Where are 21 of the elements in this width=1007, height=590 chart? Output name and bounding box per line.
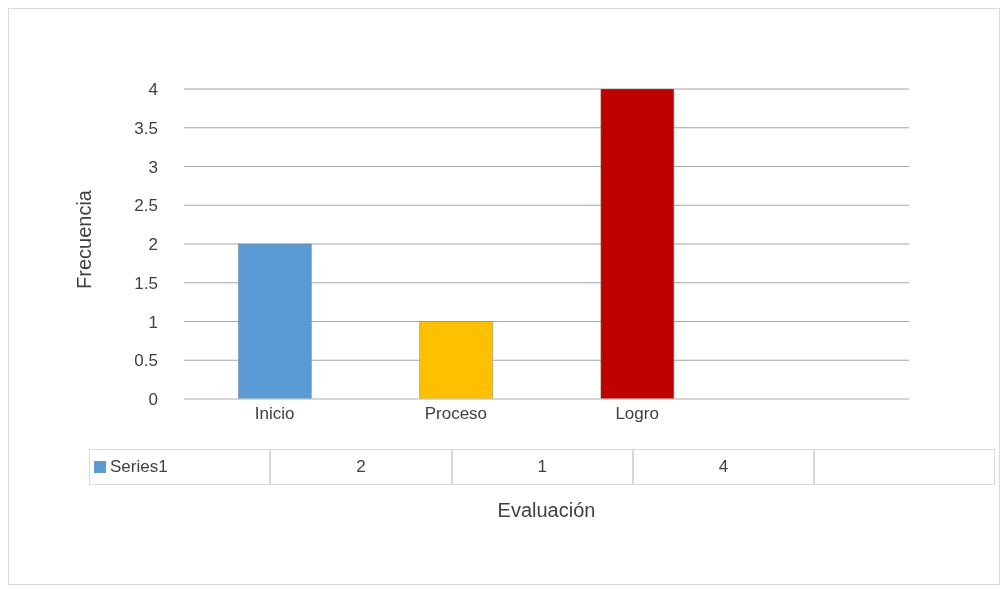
bar xyxy=(419,321,493,399)
bar xyxy=(238,243,312,399)
y-axis-title: Frecuencia xyxy=(72,189,96,289)
x-tick-label: Proceso xyxy=(424,404,488,424)
y-tick-label: 0.5 xyxy=(134,351,158,371)
data-label: 4 xyxy=(632,449,814,485)
data-label: 2 xyxy=(270,449,452,485)
y-tick-label: 2 xyxy=(148,235,158,255)
y-tick-label: 4 xyxy=(148,80,158,100)
x-tick-label: Inicio xyxy=(254,404,295,424)
y-tick-label: 3 xyxy=(148,157,158,177)
y-tick-label: 0 xyxy=(148,390,158,410)
x-tick-label: Logro xyxy=(615,404,659,424)
bar xyxy=(600,89,675,399)
y-tick-label: 3.5 xyxy=(134,118,158,138)
y-tick-label: 1 xyxy=(148,312,158,332)
legend-label: Series1 xyxy=(110,457,168,477)
y-tick-label: 2.5 xyxy=(134,196,158,216)
x-axis-title: Evaluación xyxy=(496,499,597,522)
y-tick-label: 1.5 xyxy=(134,273,158,293)
data-label: 1 xyxy=(451,449,633,485)
